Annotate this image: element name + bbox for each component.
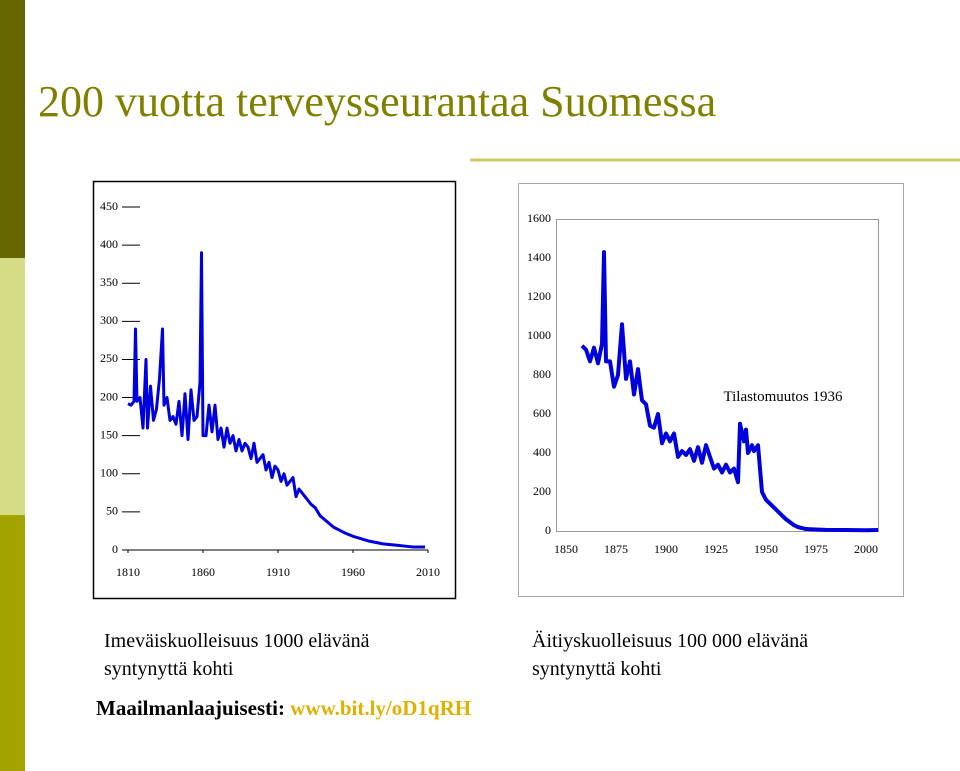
- y-tick-label: 450: [100, 199, 118, 213]
- y-tick-label: 100: [100, 466, 118, 480]
- x-tick-label: 1850: [554, 542, 578, 556]
- caption: Äitiyskuolleisuus 100 000 elävänä: [532, 629, 808, 652]
- side-bar: [0, 258, 25, 515]
- x-tick-label: 1860: [191, 565, 215, 579]
- y-tick-label: 200: [533, 484, 551, 498]
- y-tick-label: 300: [100, 313, 118, 327]
- data-line: [127, 251, 425, 549]
- caption: Imeväiskuolleisuus 1000 elävänä: [104, 630, 370, 652]
- side-bar: [0, 0, 25, 258]
- y-tick-label: 800: [533, 367, 551, 381]
- y-tick-label: 1200: [527, 289, 551, 303]
- y-tick-label: 1600: [527, 211, 551, 225]
- slide-title: 200 vuotta terveysseurantaa Suomessa: [38, 77, 716, 126]
- y-tick-label: 150: [100, 427, 118, 441]
- x-tick-label: 1925: [704, 542, 728, 556]
- y-tick-label: 0: [112, 542, 118, 556]
- x-tick-label: 2000: [854, 542, 878, 556]
- annotation: Tilastomuutos 1936: [723, 389, 843, 405]
- x-tick-label: 1900: [654, 542, 678, 556]
- caption: syntynyttä kohti: [104, 658, 234, 680]
- y-tick-label: 250: [100, 351, 118, 365]
- footer-link[interactable]: www.bit.ly/oD1qRH: [290, 696, 471, 720]
- footer: Maailmanlaajuisesti: www.bit.ly/oD1qRH: [96, 696, 471, 720]
- x-tick-label: 1960: [341, 565, 365, 579]
- x-tick-label: 1910: [266, 565, 290, 579]
- y-tick-label: 350: [100, 275, 118, 289]
- chart-frame: [92, 180, 457, 600]
- caption: syntynyttä kohti: [532, 658, 662, 680]
- y-tick-label: 1400: [527, 250, 551, 264]
- y-tick-label: 400: [533, 445, 551, 459]
- y-tick-label: 200: [100, 389, 118, 403]
- y-tick-label: 0: [545, 523, 551, 537]
- x-tick-label: 1975: [804, 542, 828, 556]
- x-tick-label: 2010: [416, 565, 440, 579]
- y-tick-label: 1000: [527, 328, 551, 342]
- data-line: [580, 250, 879, 533]
- y-tick-label: 600: [533, 406, 551, 420]
- plot-frame: [556, 219, 879, 532]
- y-tick-label: 400: [100, 237, 118, 251]
- side-bar: [0, 515, 25, 771]
- footer-label: Maailmanlaajuisesti:: [96, 696, 285, 720]
- x-tick-label: 1950: [754, 542, 778, 556]
- y-tick-label: 50: [106, 504, 118, 518]
- x-tick-label: 1875: [604, 542, 628, 556]
- x-tick-label: 1810: [116, 565, 140, 579]
- chart-frame: [518, 183, 904, 597]
